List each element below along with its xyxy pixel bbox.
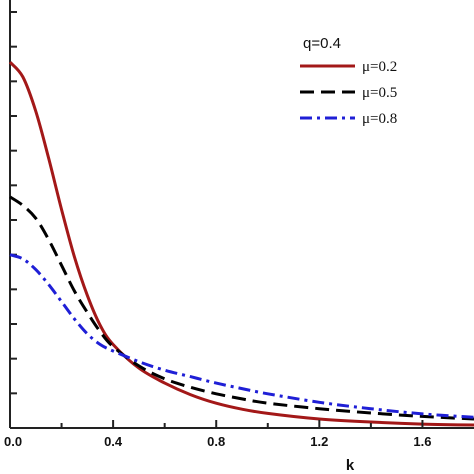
legend-title: q=0.4 bbox=[303, 35, 341, 52]
legend-label-2: μ=0.5 bbox=[362, 85, 397, 101]
x-tick-label: 1.2 bbox=[310, 434, 328, 449]
x-tick-label: 0.8 bbox=[207, 434, 225, 449]
series-line-1 bbox=[8, 61, 474, 427]
legend-label-1: μ=0.2 bbox=[362, 59, 397, 75]
x-tick-label: 1.6 bbox=[413, 434, 431, 449]
x-tick-label: 0.4 bbox=[104, 434, 123, 449]
x-axis-label: k bbox=[346, 457, 355, 474]
x-ticks: 0.0 0.4 0.8 1.2 1.6 bbox=[4, 420, 431, 449]
legend: q=0.4 μ=0.2 μ=0.5 μ=0.8 bbox=[300, 35, 397, 127]
axes bbox=[9, 0, 474, 429]
series-layer bbox=[8, 61, 474, 427]
series-line-2 bbox=[9, 195, 474, 421]
legend-label-3: μ=0.8 bbox=[362, 111, 397, 127]
series-line-3 bbox=[9, 253, 474, 419]
x-tick-label: 0.0 bbox=[4, 434, 22, 449]
